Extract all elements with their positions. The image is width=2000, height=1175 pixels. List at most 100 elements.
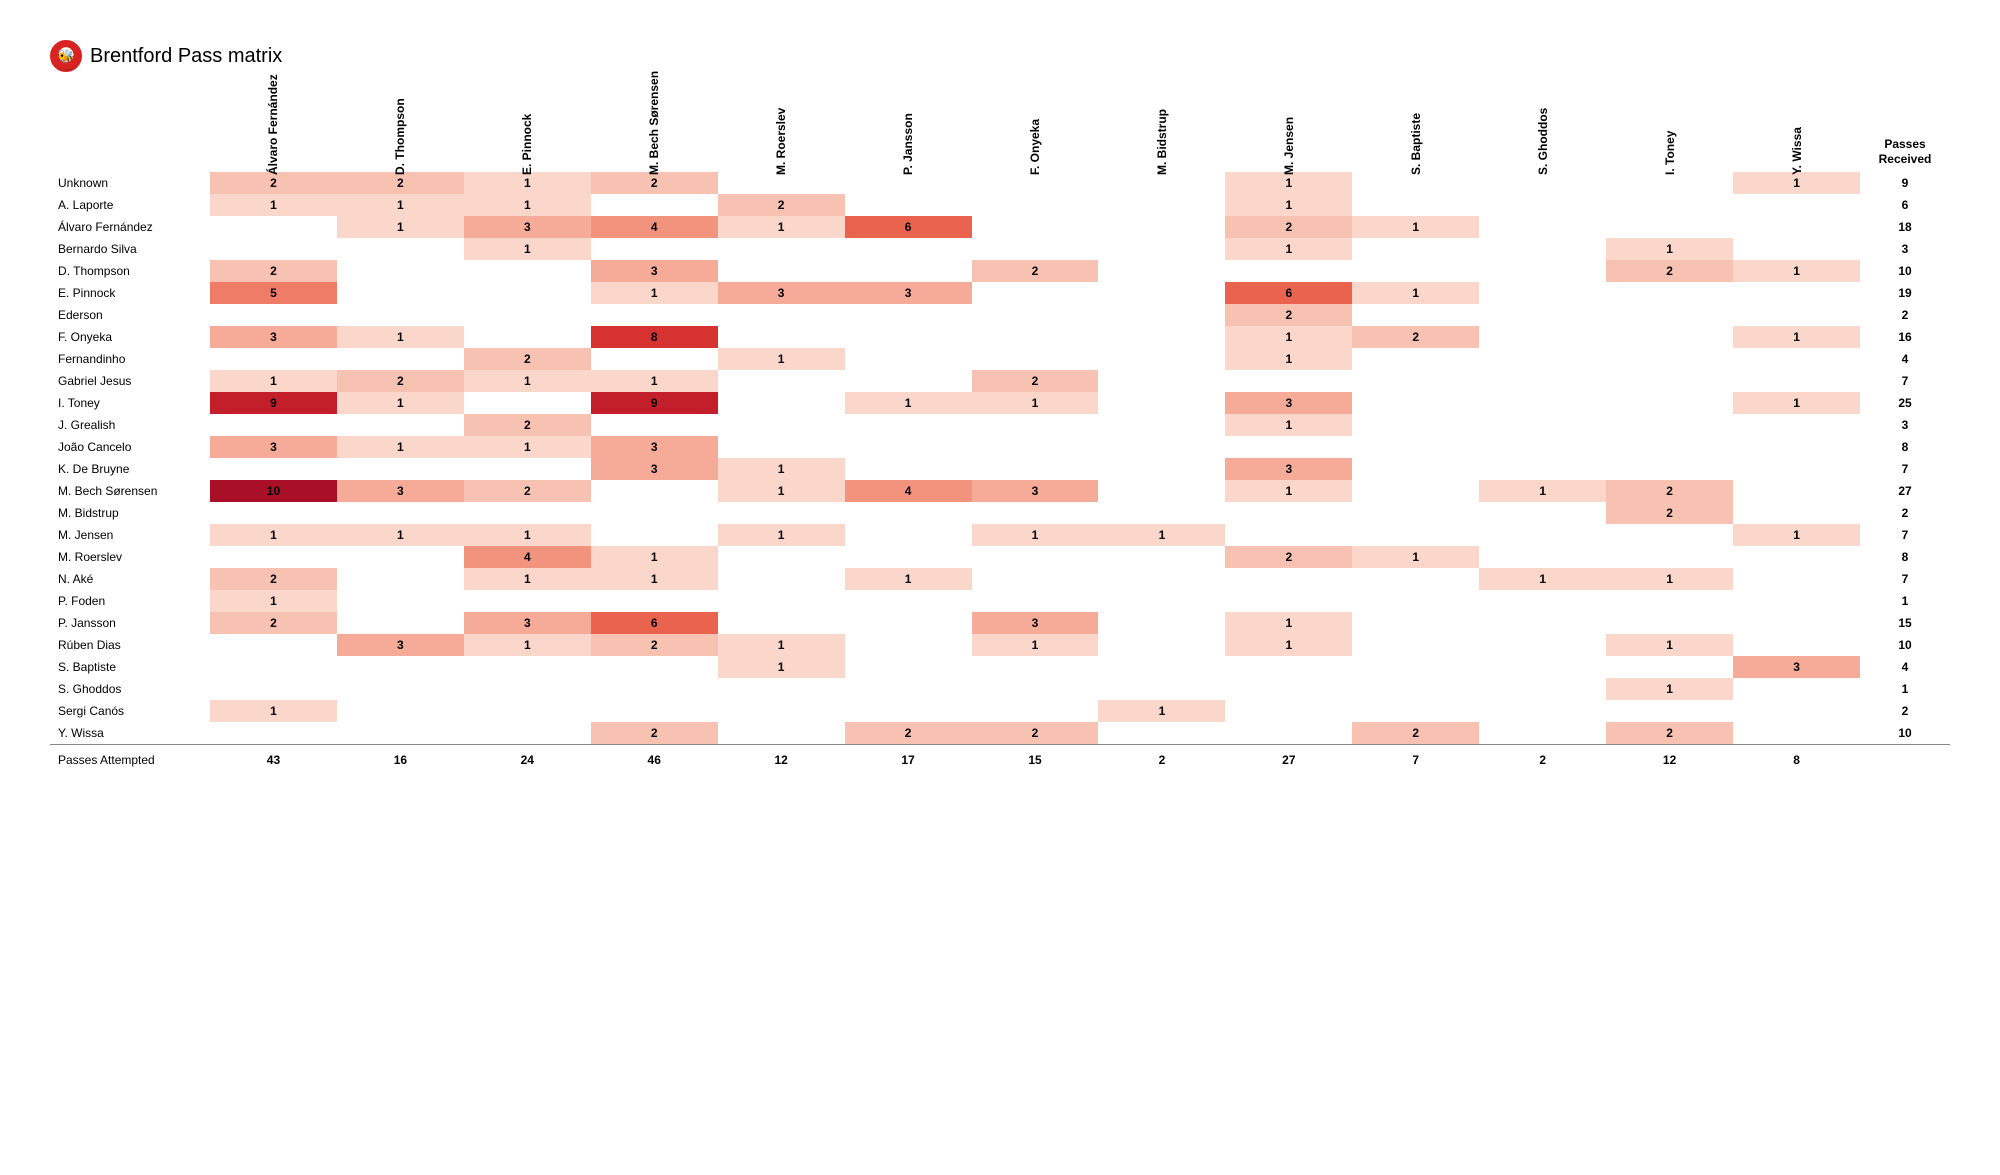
matrix-cell	[1733, 348, 1860, 370]
matrix-cell	[972, 590, 1099, 612]
table-row: Bernardo Silva1113	[50, 238, 1950, 260]
matrix-cell	[337, 678, 464, 700]
matrix-cell: 1	[591, 370, 718, 392]
passes-received-header: PassesReceived	[1860, 82, 1950, 172]
row-label: E. Pinnock	[50, 282, 210, 304]
matrix-cell: 3	[718, 282, 845, 304]
matrix-cell: 1	[337, 216, 464, 238]
matrix-cell	[845, 590, 972, 612]
matrix-cell: 1	[464, 436, 591, 458]
matrix-cell	[464, 260, 591, 282]
matrix-cell	[210, 546, 337, 568]
matrix-cell: 2	[210, 172, 337, 194]
matrix-cell	[972, 436, 1099, 458]
matrix-cell: 1	[1352, 546, 1479, 568]
table-row: Fernandinho2114	[50, 348, 1950, 370]
matrix-cell	[464, 656, 591, 678]
matrix-cell	[1733, 612, 1860, 634]
matrix-cell	[845, 656, 972, 678]
matrix-cell: 1	[718, 216, 845, 238]
table-row: M. Roerslev41218	[50, 546, 1950, 568]
matrix-cell	[464, 678, 591, 700]
matrix-cell	[845, 194, 972, 216]
matrix-cell: 2	[1352, 722, 1479, 745]
table-row: I. Toney919113125	[50, 392, 1950, 414]
matrix-cell	[972, 458, 1099, 480]
matrix-cell	[1479, 436, 1606, 458]
matrix-cell	[464, 458, 591, 480]
matrix-cell: 1	[464, 634, 591, 656]
matrix-cell: 4	[591, 216, 718, 238]
matrix-cell: 1	[1606, 678, 1733, 700]
matrix-cell	[1606, 700, 1733, 722]
table-row: Unknown2212119	[50, 172, 1950, 194]
row-total: 10	[1860, 634, 1950, 656]
row-total: 25	[1860, 392, 1950, 414]
table-row: A. Laporte111216	[50, 194, 1950, 216]
matrix-cell	[1225, 722, 1352, 745]
matrix-cell	[1733, 194, 1860, 216]
row-label: N. Aké	[50, 568, 210, 590]
matrix-cell	[464, 326, 591, 348]
matrix-cell	[1352, 238, 1479, 260]
matrix-cell: 3	[845, 282, 972, 304]
matrix-cell	[845, 458, 972, 480]
row-total: 7	[1860, 370, 1950, 392]
row-total: 19	[1860, 282, 1950, 304]
matrix-body: Unknown2212119A. Laporte111216Álvaro Fer…	[50, 172, 1950, 745]
matrix-cell	[1479, 194, 1606, 216]
row-label: P. Jansson	[50, 612, 210, 634]
matrix-cell	[718, 304, 845, 326]
row-label: K. De Bruyne	[50, 458, 210, 480]
matrix-cell	[1352, 678, 1479, 700]
matrix-cell: 2	[337, 370, 464, 392]
matrix-cell	[1352, 700, 1479, 722]
matrix-cell	[591, 678, 718, 700]
matrix-cell	[1733, 370, 1860, 392]
matrix-cell	[1733, 678, 1860, 700]
matrix-cell: 2	[1606, 722, 1733, 745]
matrix-cell	[718, 414, 845, 436]
row-label: Fernandinho	[50, 348, 210, 370]
matrix-cell: 1	[845, 392, 972, 414]
row-label: Rúben Dias	[50, 634, 210, 656]
matrix-cell	[1479, 370, 1606, 392]
matrix-cell: 1	[845, 568, 972, 590]
row-label: J. Grealish	[50, 414, 210, 436]
matrix-cell: 1	[1606, 634, 1733, 656]
matrix-cell: 1	[1733, 172, 1860, 194]
matrix-cell	[337, 590, 464, 612]
row-total: 7	[1860, 524, 1950, 546]
matrix-cell	[718, 260, 845, 282]
matrix-cell	[210, 304, 337, 326]
matrix-cell	[1098, 480, 1225, 502]
matrix-cell	[1352, 480, 1479, 502]
matrix-cell	[1733, 414, 1860, 436]
matrix-cell	[845, 326, 972, 348]
column-header: M. Roerslev	[718, 82, 845, 172]
matrix-cell: 3	[591, 458, 718, 480]
matrix-cell: 1	[464, 568, 591, 590]
matrix-cell: 1	[464, 524, 591, 546]
matrix-cell	[1479, 612, 1606, 634]
matrix-cell: 1	[718, 458, 845, 480]
matrix-cell: 1	[1225, 634, 1352, 656]
row-label: I. Toney	[50, 392, 210, 414]
matrix-cell: 3	[464, 612, 591, 634]
matrix-cell	[972, 568, 1099, 590]
pass-matrix-table: Álvaro FernándezD. ThompsonE. PinnockM. …	[50, 82, 1950, 771]
matrix-cell	[337, 260, 464, 282]
matrix-cell	[591, 304, 718, 326]
matrix-cell: 2	[1225, 304, 1352, 326]
matrix-cell	[845, 304, 972, 326]
table-row: J. Grealish213	[50, 414, 1950, 436]
matrix-cell: 1	[1098, 700, 1225, 722]
matrix-cell: 1	[718, 480, 845, 502]
matrix-cell: 1	[1352, 216, 1479, 238]
matrix-cell: 1	[972, 392, 1099, 414]
row-label: João Cancelo	[50, 436, 210, 458]
matrix-cell	[591, 656, 718, 678]
matrix-cell	[1479, 216, 1606, 238]
matrix-cell	[1479, 678, 1606, 700]
matrix-cell: 2	[1606, 260, 1733, 282]
